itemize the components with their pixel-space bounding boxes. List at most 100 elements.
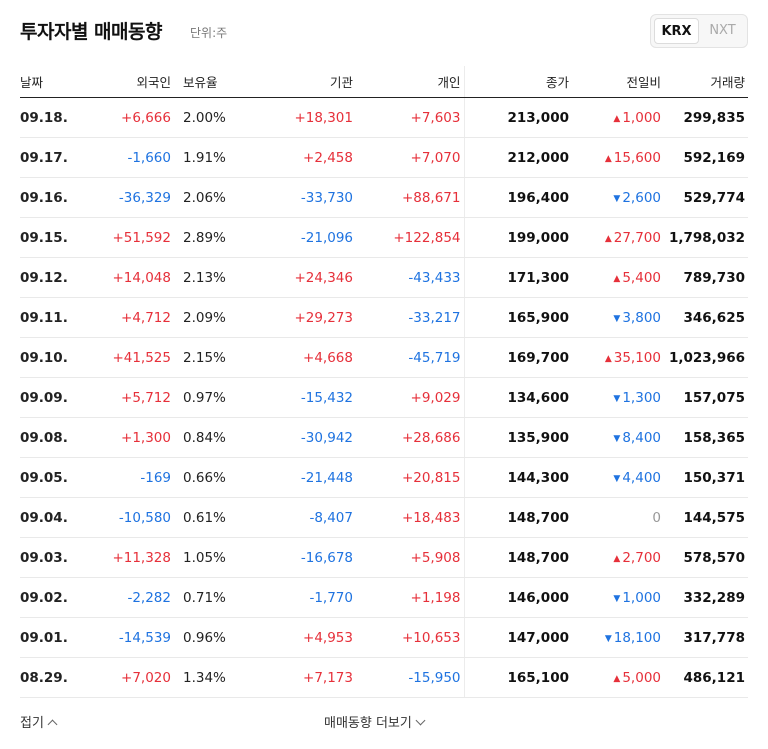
- cell-individual: -43,433: [356, 257, 465, 298]
- cell-ratio: 0.66%: [174, 457, 244, 498]
- table-row: 09.09. +5,712 0.97% -15,432 +9,029 134,600 ▼ 1,…: [20, 377, 748, 418]
- cell-foreign: +41,525: [92, 337, 174, 378]
- cell-individual: -45,719: [356, 337, 465, 378]
- cell-foreign: -36,329: [92, 177, 174, 218]
- cell-date: 09.05.: [20, 457, 92, 498]
- triangle-down-icon: ▼: [613, 473, 621, 484]
- table-row: 09.17. -1,660 1.91% +2,458 +7,070 212,000 ▲ 15,…: [20, 137, 748, 178]
- cell-change: ▲ 2,700: [572, 537, 664, 578]
- cell-close: 134,600: [464, 377, 572, 418]
- cell-individual: +9,029: [356, 377, 465, 418]
- cell-volume: 158,365: [664, 417, 748, 458]
- cell-institution: -21,448: [244, 457, 356, 498]
- cell-ratio: 1.91%: [174, 137, 244, 178]
- cell-individual: +28,686: [356, 417, 465, 458]
- cell-date: 08.29.: [20, 657, 92, 698]
- cell-volume: 317,778: [664, 617, 748, 658]
- cell-change: ▲ 15,600: [572, 137, 664, 178]
- cell-volume: 346,625: [664, 297, 748, 338]
- table-row: 09.12. +14,048 2.13% +24,346 -43,433 171,300 ▲…: [20, 257, 748, 298]
- triangle-up-icon: ▲: [613, 273, 621, 284]
- cell-ratio: 1.05%: [174, 537, 244, 578]
- cell-foreign: -1,660: [92, 137, 174, 178]
- change-value: 1,300: [622, 389, 661, 406]
- change-value: 18,100: [613, 629, 661, 646]
- cell-foreign: +11,328: [92, 537, 174, 578]
- triangle-down-icon: ▼: [613, 313, 621, 324]
- col-header-volume: 거래량: [664, 66, 748, 98]
- table-row: 09.16. -36,329 2.06% -33,730 +88,671 196,400 ▼…: [20, 177, 748, 218]
- change-value: 3,800: [622, 309, 661, 326]
- cell-institution: -33,730: [244, 177, 356, 218]
- cell-ratio: 1.34%: [174, 657, 244, 698]
- table-header-row: 날짜 외국인 보유율 기관 개인 종가 전일비 거래량: [20, 66, 748, 98]
- cell-date: 09.08.: [20, 417, 92, 458]
- cell-close: 169,700: [464, 337, 572, 378]
- cell-ratio: 2.15%: [174, 337, 244, 378]
- change-value: 1,000: [622, 589, 661, 606]
- cell-volume: 486,121: [664, 657, 748, 698]
- triangle-down-icon: ▼: [613, 393, 621, 404]
- page-title: 투자자별 매매동향: [20, 21, 162, 43]
- triangle-down-icon: ▼: [604, 633, 612, 644]
- table-row: 09.10. +41,525 2.15% +4,668 -45,719 169,700 ▲ 3…: [20, 337, 748, 378]
- cell-ratio: 2.06%: [174, 177, 244, 218]
- cell-institution: +24,346: [244, 257, 356, 298]
- change-value: 2,700: [622, 549, 661, 566]
- cell-volume: 299,835: [664, 97, 748, 138]
- more-label: 매매동향 더보기: [324, 716, 412, 731]
- cell-institution: -1,770: [244, 577, 356, 618]
- chevron-down-icon: [415, 715, 426, 726]
- cell-close: 199,000: [464, 217, 572, 258]
- table-row: 09.15. +51,592 2.89% -21,096 +122,854 199,000…: [20, 217, 748, 258]
- col-header-change: 전일비: [572, 66, 664, 98]
- change-value: 2,600: [622, 189, 661, 206]
- cell-institution: +18,301: [244, 97, 356, 138]
- cell-individual: +88,671: [356, 177, 465, 218]
- change-value: 5,400: [622, 269, 661, 286]
- cell-volume: 1,023,966: [664, 337, 748, 378]
- more-trading-button[interactable]: 매매동향 더보기: [324, 712, 426, 731]
- cell-individual: +7,603: [356, 97, 465, 138]
- cell-ratio: 2.89%: [174, 217, 244, 258]
- cell-date: 09.02.: [20, 577, 92, 618]
- cell-ratio: 2.13%: [174, 257, 244, 298]
- cell-institution: -8,407: [244, 497, 356, 538]
- cell-foreign: +4,712: [92, 297, 174, 338]
- cell-foreign: +6,666: [92, 97, 174, 138]
- cell-foreign: +14,048: [92, 257, 174, 298]
- cell-individual: +7,070: [356, 137, 465, 178]
- col-header-ratio: 보유율: [174, 66, 244, 98]
- cell-close: 165,100: [464, 657, 572, 698]
- cell-volume: 529,774: [664, 177, 748, 218]
- col-header-institution: 기관: [244, 66, 356, 98]
- cell-close: 148,700: [464, 537, 572, 578]
- cell-close: 165,900: [464, 297, 572, 338]
- change-value: 0: [652, 509, 661, 526]
- cell-institution: -30,942: [244, 417, 356, 458]
- cell-foreign: -2,282: [92, 577, 174, 618]
- cell-foreign: +1,300: [92, 417, 174, 458]
- cell-change: 0: [572, 497, 664, 538]
- cell-close: 146,000: [464, 577, 572, 618]
- cell-volume: 332,289: [664, 577, 748, 618]
- unit-label: 단위:주: [190, 26, 228, 40]
- table-row: 09.08. +1,300 0.84% -30,942 +28,686 135,900 ▼ 8…: [20, 417, 748, 458]
- tab-krx[interactable]: KRX: [654, 18, 699, 44]
- cell-close: 135,900: [464, 417, 572, 458]
- cell-institution: +7,173: [244, 657, 356, 698]
- cell-close: 212,000: [464, 137, 572, 178]
- change-value: 5,000: [622, 669, 661, 686]
- cell-institution: -15,432: [244, 377, 356, 418]
- cell-volume: 789,730: [664, 257, 748, 298]
- cell-change: ▼ 2,600: [572, 177, 664, 218]
- widget-header: 투자자별 매매동향 단위:주 KRX NXT: [20, 14, 748, 50]
- cell-ratio: 0.71%: [174, 577, 244, 618]
- tab-nxt[interactable]: NXT: [709, 23, 736, 38]
- triangle-down-icon: ▼: [613, 593, 621, 604]
- change-value: 8,400: [622, 429, 661, 446]
- cell-date: 09.15.: [20, 217, 92, 258]
- cell-volume: 144,575: [664, 497, 748, 538]
- table-row: 09.05. -169 0.66% -21,448 +20,815 144,300 ▼ 4,4…: [20, 457, 748, 498]
- fold-button[interactable]: 접기: [20, 712, 58, 731]
